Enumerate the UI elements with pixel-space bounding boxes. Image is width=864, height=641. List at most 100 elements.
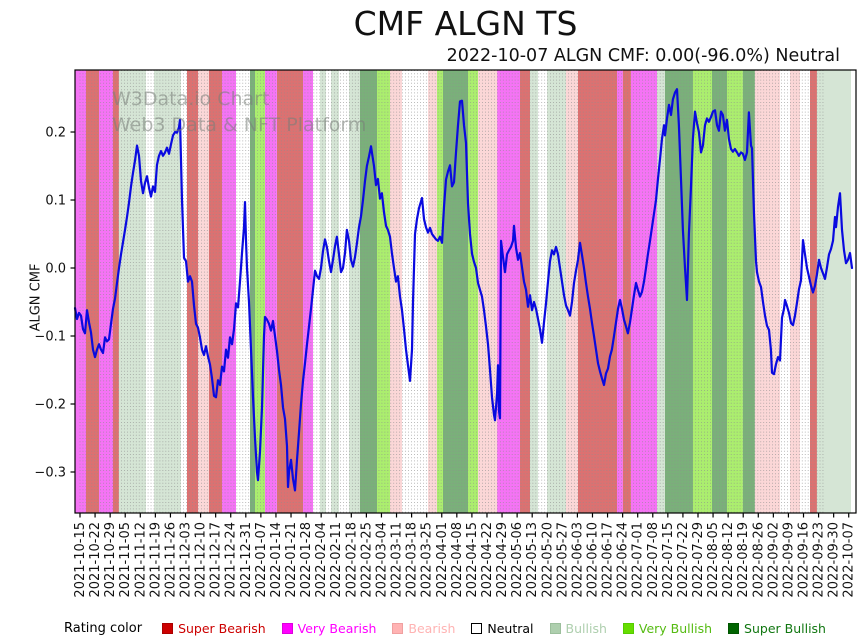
rating-band-super_bullish: [360, 70, 377, 513]
x-tick-label: 2022-01-28: [299, 522, 314, 598]
rating-band-neutral: [181, 70, 187, 513]
y-tick-label: −0.3: [34, 465, 66, 480]
x-tick-label: 2022-01-21: [284, 522, 299, 598]
rating-band-super_bearish: [622, 70, 631, 513]
x-tick-label: 2022-05-27: [555, 522, 570, 598]
x-tick-label: 2022-05-13: [525, 522, 540, 598]
x-tick-label: 2021-12-10: [194, 522, 209, 598]
x-tick-label: 2022-04-29: [495, 522, 510, 598]
x-tick-label: 2022-03-18: [405, 522, 420, 598]
legend-swatch-icon: [162, 623, 174, 634]
x-tick-label: 2022-08-19: [736, 522, 751, 598]
rating-band-bullish: [154, 70, 181, 513]
rating-band-bullish: [349, 70, 360, 513]
x-tick-label: 2021-11-12: [133, 522, 148, 598]
rating-band-bearish: [754, 70, 780, 513]
rating-band-very_bearish: [99, 70, 114, 513]
x-tick-label: 2022-02-25: [359, 522, 374, 598]
x-tick-label: 2022-01-07: [254, 522, 269, 598]
rating-band-neutral: [851, 70, 856, 513]
x-tick-label: 2022-09-09: [781, 522, 796, 598]
x-tick-label: 2022-07-08: [646, 522, 661, 598]
x-tick-label: 2021-12-24: [224, 522, 239, 598]
plot-border: [74, 69, 857, 514]
legend-label: Bullish: [565, 621, 607, 636]
legend-label: Super Bearish: [178, 621, 266, 636]
rating-legend: Rating color Super Bearish Very Bearish Be…: [64, 621, 856, 636]
x-tick-label: 2022-09-30: [827, 522, 842, 598]
rating-band-bullish: [119, 70, 146, 513]
x-tick-label: 2022-07-01: [631, 522, 646, 598]
rating-band-neutral: [538, 70, 548, 513]
x-tick-label: 2022-04-15: [465, 522, 480, 598]
legend-label: Neutral: [487, 621, 534, 636]
x-tick-label: 2022-04-08: [450, 522, 465, 598]
rating-band-neutral: [339, 70, 349, 513]
rating-band-very_bullish: [377, 70, 390, 513]
rating-band-bullish: [530, 70, 538, 513]
rating-band-very_bearish: [497, 70, 521, 513]
x-tick-label: 2021-11-05: [118, 522, 133, 598]
legend-item-very-bearish: Very Bearish: [281, 621, 377, 636]
x-tick-label: 2022-09-16: [797, 522, 812, 598]
rating-band-very_bearish: [75, 70, 86, 513]
legend-swatch-icon: [471, 623, 483, 634]
rating-band-bullish: [816, 70, 851, 513]
rating-band-neutral: [146, 70, 154, 513]
x-tick-label: 2022-02-18: [344, 522, 359, 598]
x-tick-label: 2022-06-24: [616, 522, 631, 598]
x-tick-label: 2022-06-03: [570, 522, 585, 598]
x-tick-label: 2021-12-31: [239, 522, 254, 598]
legend-label: Very Bearish: [297, 621, 377, 636]
rating-band-bearish: [390, 70, 402, 513]
x-tick-label: 2022-07-29: [691, 522, 706, 598]
x-tick-label: 2022-09-02: [766, 522, 781, 598]
x-tick-label: 2022-08-05: [706, 522, 721, 598]
legend-swatch-icon: [392, 623, 404, 634]
x-tick-label: 2021-10-15: [73, 522, 88, 598]
rating-band-super_bearish: [578, 70, 618, 513]
x-tick-label: 2022-10-07: [842, 522, 857, 598]
rating-band-super_bearish: [86, 70, 99, 513]
x-tick-label: 2022-03-11: [390, 522, 405, 598]
y-tick-label: 0.0: [45, 262, 66, 277]
rating-band-very_bullish: [437, 70, 443, 513]
x-tick-label: 2022-04-22: [480, 522, 495, 598]
x-tick-label: 2022-05-20: [540, 522, 555, 598]
rating-band-super_bullish: [250, 70, 255, 513]
rating-band-very_bearish: [617, 70, 623, 513]
rating-band-very_bullish: [255, 70, 265, 513]
x-tick-label: 2021-11-19: [148, 522, 163, 598]
legend-item-super-bearish: Super Bearish: [162, 621, 266, 636]
legend-item-bullish: Bullish: [549, 621, 607, 636]
x-tick-label: 2021-10-22: [88, 522, 103, 598]
rating-band-very_bearish: [222, 70, 236, 513]
rating-band-very_bullish: [692, 70, 712, 513]
rating-band-bearish: [566, 70, 578, 513]
x-tick-label: 2022-03-25: [420, 522, 435, 598]
rating-band-bullish: [331, 70, 339, 513]
legend-swatch-icon: [622, 623, 634, 634]
rating-band-neutral: [780, 70, 790, 513]
legend-item-neutral: Neutral: [471, 621, 534, 636]
x-tick-label: 2022-07-22: [676, 522, 691, 598]
x-tick-label: 2022-02-11: [329, 522, 344, 598]
legend-title: Rating color: [64, 621, 143, 636]
y-tick-label: 0.1: [45, 194, 66, 209]
x-tick-label: 2021-12-17: [209, 522, 224, 598]
rating-band-bearish: [790, 70, 800, 513]
x-tick-label: 2022-08-12: [721, 522, 736, 598]
rating-band-bullish: [657, 70, 665, 513]
y-tick-label: −0.1: [34, 330, 66, 345]
legend-item-super-bullish: Super Bullish: [728, 621, 826, 636]
rating-band-super_bearish: [520, 70, 530, 513]
x-tick-label: 2022-05-06: [510, 522, 525, 598]
rating-band-bearish: [198, 70, 209, 513]
x-tick-label: 2022-02-04: [314, 522, 329, 598]
legend-item-bearish: Bearish: [392, 621, 455, 636]
rating-band-very_bullish: [727, 70, 743, 513]
legend-swatch-icon: [281, 623, 293, 634]
x-tick-label: 2022-06-17: [601, 522, 616, 598]
